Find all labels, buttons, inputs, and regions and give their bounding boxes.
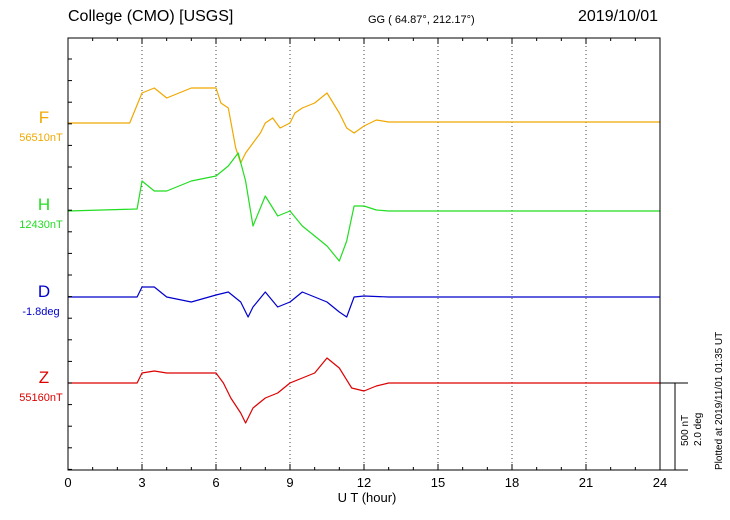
x-tick-label: 6: [212, 475, 219, 490]
component-baseline-h: 12430nT: [19, 219, 63, 231]
series-line-z: [68, 357, 660, 424]
component-label-h: H: [37, 195, 51, 214]
series-group: [67, 87, 660, 424]
component-label-z: Z: [38, 368, 50, 387]
series-line-f: [68, 87, 660, 164]
component-baseline-d: -1.8deg: [22, 306, 60, 318]
x-tick-label: 15: [431, 475, 445, 490]
component-label-f: F: [38, 108, 50, 127]
x-axis-label: U T (hour): [338, 490, 397, 505]
component-baseline-f: 56510nT: [19, 132, 63, 144]
x-tick-label: 12: [357, 475, 371, 490]
grid: [141, 38, 587, 470]
series-line-h: [67, 152, 660, 262]
x-tick-label: 9: [286, 475, 293, 490]
x-tick-label: 0: [64, 475, 71, 490]
geographic-coords: GG ( 64.87°, 212.17°): [368, 14, 475, 26]
scale-note-nt: 500 nT: [680, 414, 691, 446]
x-tick-label: 24: [653, 475, 667, 490]
scale-note-deg: 2.0 deg: [693, 412, 704, 446]
component-baseline-z: 55160nT: [19, 392, 63, 404]
plotted-note: Plotted at 2019/11/01 01:35 UT: [714, 331, 725, 470]
series-line-d: [68, 286, 660, 318]
x-tick-label: 21: [579, 475, 593, 490]
x-tick-label: 18: [505, 475, 519, 490]
x-tick-label: 3: [138, 475, 145, 490]
chart-date: 2019/10/01: [578, 8, 659, 25]
component-label-d: D: [37, 282, 51, 301]
chart-title: College (CMO) [USGS]: [68, 8, 234, 25]
axes: 0 3 6 9 12 15 18 21 24: [64, 37, 688, 490]
